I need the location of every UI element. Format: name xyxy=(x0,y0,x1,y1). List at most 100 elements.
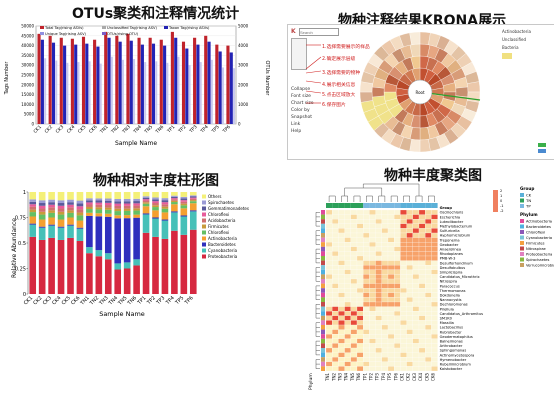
otu-bar-otus xyxy=(55,60,58,124)
heatmap-cell xyxy=(356,347,364,353)
heatmap-cell xyxy=(387,274,395,280)
abundance-bar-segment xyxy=(171,199,178,201)
krona-help-button[interactable]: Help xyxy=(291,129,302,134)
krona-collapse-checkbox[interactable]: Collapse xyxy=(291,87,311,92)
heatmap-cell xyxy=(425,292,432,298)
abundance-legend-swatch xyxy=(202,242,206,247)
heatmap-cell xyxy=(400,251,407,257)
heatmap-cell xyxy=(332,278,339,284)
abundance-bar-segment xyxy=(142,192,150,197)
heatmap-cell xyxy=(338,219,345,224)
heatmap-cell xyxy=(325,347,333,353)
heatmap-cell xyxy=(394,311,401,316)
heatmap-cell xyxy=(375,338,382,344)
heatmap-cell xyxy=(394,338,401,344)
heatmap-cell xyxy=(350,246,358,252)
abundance-bar-segment xyxy=(76,240,84,294)
heatmap-phylum-legend-swatch xyxy=(520,263,524,267)
heatmap-cell xyxy=(425,301,432,307)
krona-link-button[interactable]: Link xyxy=(291,122,301,127)
krona-search-input[interactable] xyxy=(299,28,339,36)
abundance-bar-segment xyxy=(142,197,150,200)
krona-color-by[interactable]: Color by xyxy=(291,108,310,113)
abundance-bar-segment xyxy=(48,224,55,226)
abundance-bar-segment xyxy=(123,268,131,294)
abundance-legend-label: Firmicutes xyxy=(208,224,229,229)
heatmap-cell xyxy=(344,214,351,220)
heatmap-cell xyxy=(356,219,364,224)
heatmap-cell xyxy=(387,297,395,303)
heatmap-cell xyxy=(356,292,364,298)
heatmap-cell xyxy=(418,278,426,284)
otu-legend-label: OTUs(rising OTU) xyxy=(107,32,139,36)
heatmap-cell xyxy=(381,237,389,243)
abundance-legend-label: Chloroflexi xyxy=(208,212,229,217)
heatmap-cell xyxy=(338,334,345,339)
abundance-legend-swatch xyxy=(202,194,206,199)
heatmap-cell xyxy=(418,297,426,303)
abundance-y-axis-label: Relative Abundance xyxy=(11,218,18,278)
otu-bar-taxon xyxy=(51,42,56,124)
krona-segment[interactable] xyxy=(371,86,385,98)
heatmap-cell xyxy=(394,242,401,247)
heatmap-cell xyxy=(394,306,401,312)
krona-logo: K xyxy=(291,28,296,35)
krona-center[interactable] xyxy=(407,79,433,105)
abundance-legend-label: Proteobacteria xyxy=(208,254,238,259)
abundance-bar-segment xyxy=(104,213,112,217)
abundance-bar-segment xyxy=(161,198,169,201)
heatmap-cell xyxy=(369,334,376,339)
heatmap-cell xyxy=(344,288,351,293)
heatmap-cell xyxy=(363,320,370,326)
heatmap-row-label: Rubrobacter xyxy=(440,330,463,334)
heatmap-cell xyxy=(325,301,333,307)
heatmap-cell xyxy=(356,274,364,280)
heatmap-group-cell xyxy=(369,203,376,208)
abundance-bar-segment xyxy=(152,217,159,219)
heatmap-cell xyxy=(332,347,339,353)
heatmap-cell xyxy=(332,357,339,362)
abundance-bar-segment xyxy=(38,219,46,227)
krona-segment[interactable] xyxy=(409,31,421,45)
krona-sample-list[interactable] xyxy=(291,38,307,70)
abundance-bar-segment xyxy=(171,212,178,231)
heatmap-cell xyxy=(356,334,364,339)
krona-sunburst[interactable]: Root xyxy=(350,27,490,157)
otu-legend-swatch xyxy=(164,26,168,29)
heatmap-col-label: TN5 xyxy=(350,373,355,382)
abundance-bar-segment xyxy=(180,208,188,216)
heatmap-cell xyxy=(375,274,382,280)
otu-y-tick: 40000 xyxy=(21,43,34,48)
abundance-bar-segment xyxy=(57,205,65,209)
abundance-bar-segment xyxy=(161,208,169,213)
heatmap-cell xyxy=(325,246,333,252)
heatmap-cell xyxy=(418,251,426,257)
abundance-bar-segment xyxy=(171,198,178,200)
abundance-bar-segment xyxy=(142,203,150,207)
heatmap-cell xyxy=(369,274,376,280)
heatmap-group-cell xyxy=(357,203,364,208)
otu-y2-axis-label: OTUs Number xyxy=(264,61,270,97)
heatmap-cell xyxy=(350,366,358,372)
krona-font-size[interactable]: Font size xyxy=(291,94,311,99)
heatmap-cell xyxy=(400,283,407,289)
heatmap-cell xyxy=(406,223,413,229)
heatmap-cell xyxy=(369,260,376,266)
heatmap-cell xyxy=(418,315,426,321)
krona-snapshot-button[interactable]: Snapshot xyxy=(291,115,313,120)
heatmap-cell xyxy=(350,315,358,321)
heatmap-cell xyxy=(418,347,426,353)
heatmap-phylum-cell xyxy=(321,366,325,371)
krona-segment[interactable] xyxy=(455,86,469,98)
otu-x-tick: CK3 xyxy=(55,124,66,135)
heatmap-group-legend-swatch xyxy=(520,198,524,203)
heatmap-cell xyxy=(412,324,420,330)
heatmap-cell xyxy=(412,306,420,312)
heatmap-cell xyxy=(369,338,376,344)
heatmap-cell xyxy=(325,338,333,344)
krona-chart-size[interactable]: Chart size xyxy=(291,101,314,106)
abundance-bar-segment xyxy=(76,212,84,216)
heatmap-cell xyxy=(406,338,413,344)
heatmap-cell xyxy=(325,292,333,298)
otu-y-tick: 15000 xyxy=(21,92,34,97)
